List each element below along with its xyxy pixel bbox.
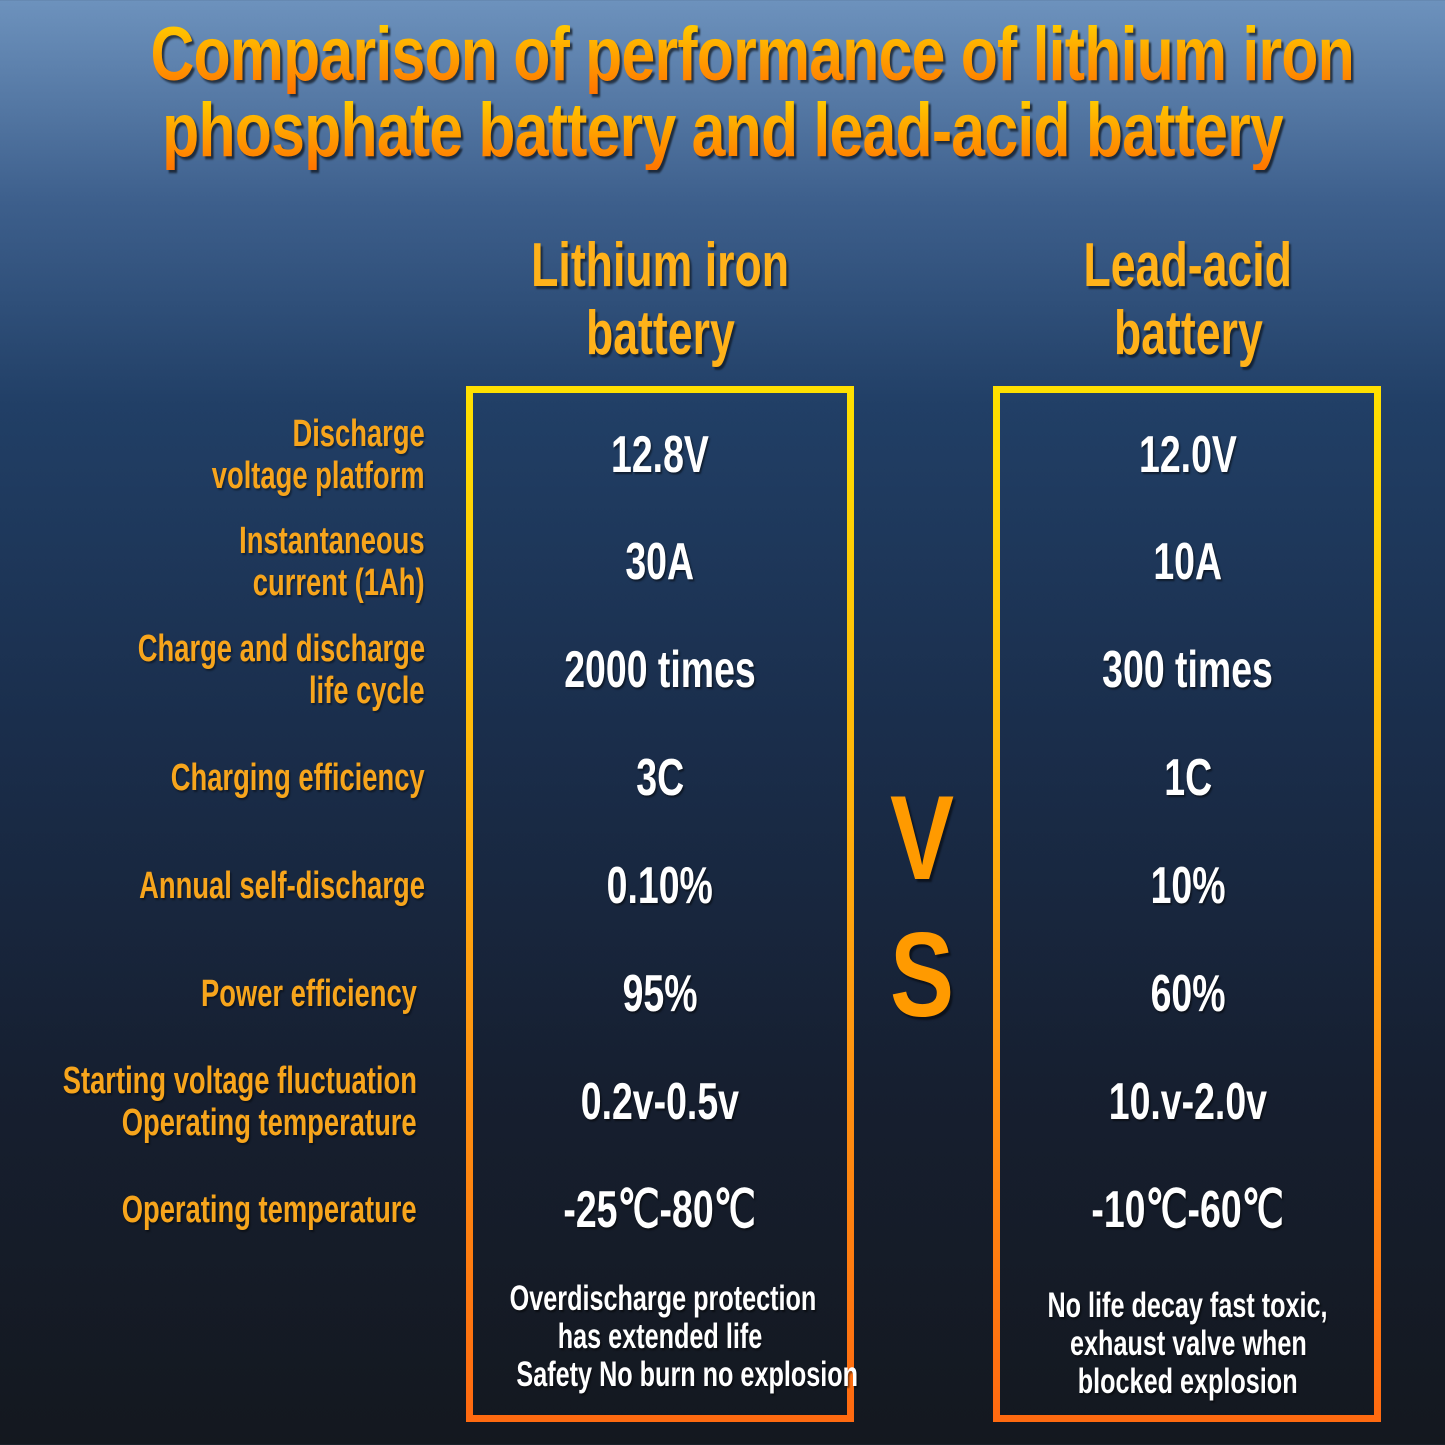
main-title-line2: phosphate battery and lead-acid battery — [162, 88, 1284, 173]
row-label: Charge and discharge life cycle — [137, 628, 425, 712]
vs-letter-s: S — [889, 908, 955, 1042]
lithium-note: Overdischarge protection has extended li… — [509, 1279, 859, 1394]
row-label: Charging efficiency — [171, 757, 425, 799]
row-label: Operating temperature — [122, 1189, 417, 1231]
row-label: Annual self-discharge — [139, 865, 425, 907]
lithium-value: 3C — [636, 749, 684, 807]
vs-letter-v: V — [889, 771, 955, 905]
lithium-value: 0.2v-0.5v — [580, 1073, 740, 1131]
lead-acid-value: 10A — [1153, 533, 1223, 591]
lead-acid-value: -10℃-60℃ — [1091, 1181, 1285, 1239]
lithium-column-header: Lithium iron battery — [531, 231, 789, 368]
lead-acid-value: 300 times — [1102, 641, 1274, 699]
lithium-value: 0.10% — [606, 857, 714, 915]
lithium-value: 30A — [625, 533, 695, 591]
lead-acid-value: 10% — [1150, 857, 1226, 915]
lead-acid-value: 60% — [1150, 965, 1226, 1023]
lead-acid-value: 12.0V — [1139, 426, 1237, 484]
row-label: Discharge voltage platform — [212, 413, 425, 497]
lithium-value: 12.8V — [611, 426, 709, 484]
row-label: Power efficiency — [201, 973, 417, 1015]
lead-acid-note: No life decay fast toxic, exhaust valve … — [1047, 1286, 1329, 1401]
lead-acid-value: 1C — [1164, 749, 1212, 807]
row-label: Starting voltage fluctuation Operating te… — [62, 1060, 417, 1144]
main-title-line1: Comparison of performance of lithium iro… — [150, 12, 1354, 97]
lithium-value: 95% — [622, 965, 698, 1023]
lithium-column-box — [466, 386, 854, 1422]
lead-acid-column-box — [993, 386, 1381, 1422]
lead-acid-value: 10.v-2.0v — [1108, 1073, 1268, 1131]
lithium-value: 2000 times — [564, 641, 756, 699]
lithium-value: -25℃-80℃ — [563, 1181, 757, 1239]
lead-acid-column-header: Lead-acid battery — [1083, 231, 1293, 368]
row-label: Instantaneous current (1Ah) — [239, 520, 425, 604]
